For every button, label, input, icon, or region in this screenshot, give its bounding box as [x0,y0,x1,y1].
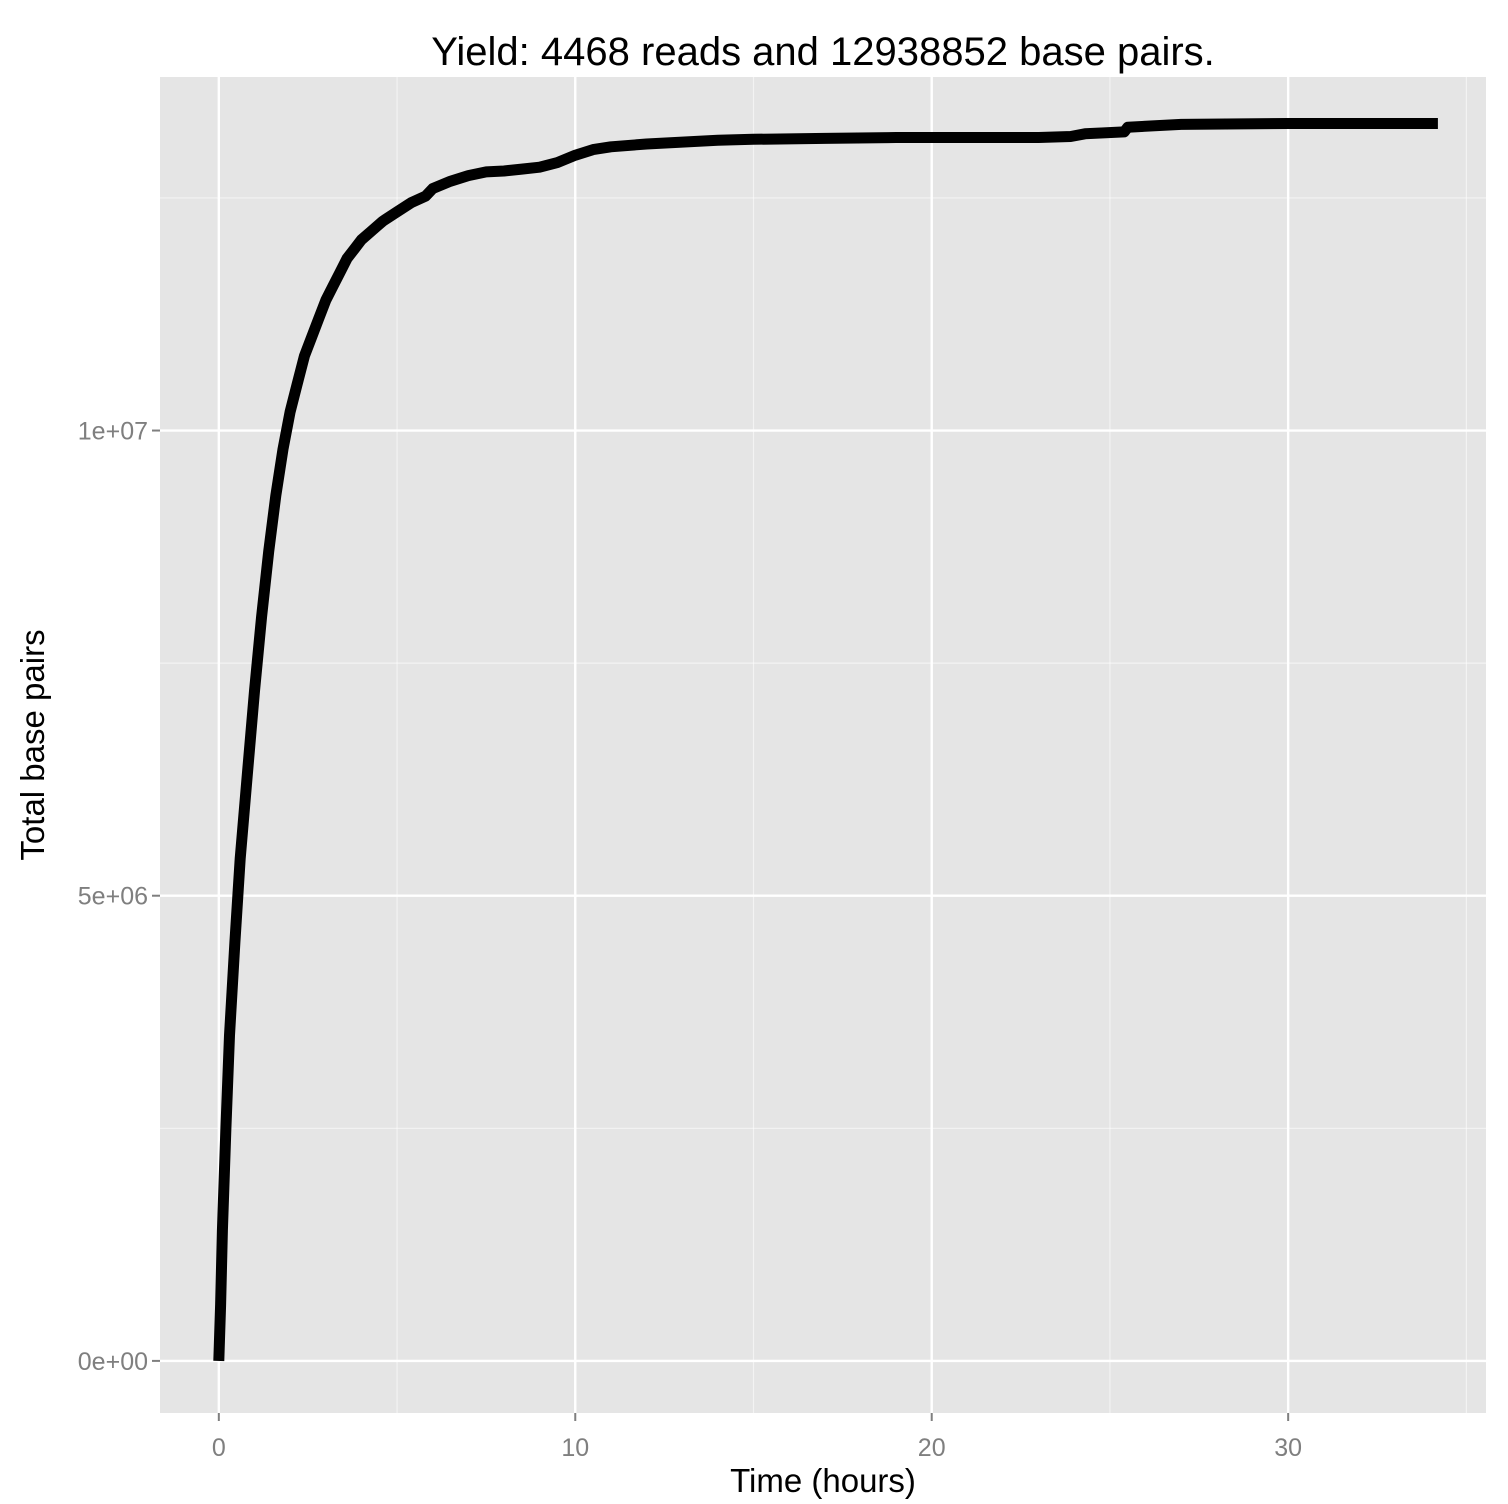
chart-title: Yield: 4468 reads and 12938852 base pair… [431,30,1215,74]
y-tick-label: 5e+06 [78,883,148,911]
x-tick-label: 0 [212,1434,226,1462]
x-tick-label: 30 [1274,1434,1302,1462]
x-tick-label: 20 [918,1434,946,1462]
y-axis: 0e+00 5e+06 1e+07 [78,418,160,1376]
minor-grid [160,77,1486,1413]
x-tick-label: 10 [561,1434,589,1462]
y-tick-label: 1e+07 [78,418,148,446]
major-grid [160,77,1486,1413]
y-axis-label: Total base pairs [14,629,51,860]
y-tick-label: 0e+00 [78,1348,148,1376]
x-axis-label: Time (hours) [730,1462,916,1499]
series-line-total-base-pairs [213,118,1438,1362]
plot-panel [160,77,1486,1413]
x-axis: 0 10 20 30 [212,1413,1302,1462]
